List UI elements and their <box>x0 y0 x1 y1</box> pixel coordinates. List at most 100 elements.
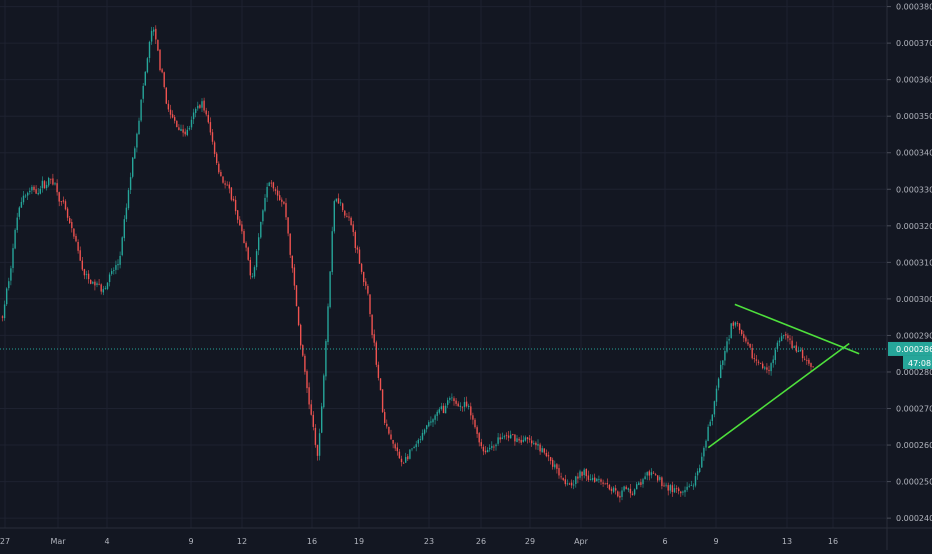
candle-body <box>165 87 167 104</box>
candle-body <box>795 345 797 352</box>
candle-body <box>35 189 37 194</box>
candle-body <box>234 199 237 212</box>
candle-body <box>533 443 535 444</box>
candle-body <box>20 201 23 208</box>
candle-body <box>182 129 184 133</box>
candle-body <box>696 471 699 476</box>
candle-body <box>293 267 296 286</box>
candle-body <box>379 378 382 391</box>
candle-body <box>791 340 793 349</box>
candle-body <box>778 340 781 343</box>
candle-body <box>455 400 457 404</box>
candle-body <box>272 182 275 189</box>
trendline-lower[interactable] <box>707 342 850 449</box>
candle-body <box>188 128 191 130</box>
x-tick-label: 27 <box>0 537 10 546</box>
candle-body <box>184 131 186 135</box>
x-tick-label: 12 <box>237 537 247 546</box>
candle-body <box>81 260 83 270</box>
candle-body <box>10 268 12 281</box>
candle-body <box>682 491 684 493</box>
candle-body <box>673 488 676 493</box>
candle-body <box>377 364 380 378</box>
candle-body <box>640 482 642 485</box>
candle-body <box>810 363 812 367</box>
candle-body <box>306 371 308 389</box>
candle-body <box>449 398 451 400</box>
candle-body <box>329 271 331 308</box>
candle-body <box>157 40 159 51</box>
candle-body <box>600 479 602 482</box>
candle-body <box>654 474 657 476</box>
candle-body <box>726 341 728 352</box>
candle-body <box>169 109 172 115</box>
x-tick-label: 4 <box>104 537 109 546</box>
candle-body <box>258 237 260 251</box>
candle-body <box>79 250 81 261</box>
candle-body <box>762 363 764 369</box>
candle-body <box>190 119 193 128</box>
candle-body <box>304 355 306 372</box>
candle-body <box>243 231 245 244</box>
candle-body <box>279 195 281 201</box>
candle-body <box>747 342 749 345</box>
candle-body <box>171 114 174 118</box>
candle-body <box>140 99 142 121</box>
candle-body <box>226 184 228 186</box>
candle-body <box>29 190 31 193</box>
time-axis[interactable]: 27 Mar 4 9 12 16 19 23 26 29 Apr 6 9 13 16 <box>0 537 838 546</box>
candle-body <box>54 183 56 185</box>
candle-body <box>510 434 512 439</box>
candle-body <box>69 218 71 224</box>
candle-body <box>224 183 226 185</box>
candle-body <box>321 406 323 433</box>
candle-body <box>92 282 94 284</box>
candle-body <box>386 423 388 427</box>
candle-body <box>167 103 170 110</box>
candle-body <box>652 472 655 474</box>
candle-body <box>753 358 755 359</box>
candle-body <box>192 112 195 120</box>
candle-body <box>789 338 791 340</box>
candle-body <box>381 389 384 412</box>
candle-body <box>205 110 207 115</box>
y-tick-label: 0.0003800 <box>896 3 932 12</box>
candle-body <box>583 469 585 476</box>
candle-body <box>602 482 604 484</box>
candle-body <box>663 485 665 487</box>
candle-body <box>281 199 283 202</box>
candle-body <box>106 282 109 289</box>
candle-body <box>142 85 144 99</box>
candle-body <box>83 269 86 276</box>
candle-body <box>104 287 107 289</box>
candle-body <box>323 375 325 408</box>
candle-body <box>58 192 60 202</box>
candle-body <box>77 241 79 251</box>
candle-body <box>783 335 785 336</box>
candle-body <box>398 451 401 459</box>
candle-body <box>90 279 92 284</box>
candle-body <box>457 403 459 407</box>
candle-body <box>222 176 224 183</box>
bar-countdown-bg <box>903 355 932 369</box>
candle-body <box>680 491 682 494</box>
candle-body <box>476 427 478 434</box>
candle-body <box>573 484 575 486</box>
candle-body <box>180 128 182 131</box>
candle-body <box>732 322 734 326</box>
candle-body <box>85 274 88 276</box>
candle-body <box>423 429 426 434</box>
trendline-upper[interactable] <box>734 303 860 355</box>
candle-body <box>430 421 432 423</box>
candle-body <box>14 229 16 249</box>
candle-body <box>335 198 338 202</box>
candle-body <box>581 471 583 476</box>
candle-body <box>66 208 69 218</box>
